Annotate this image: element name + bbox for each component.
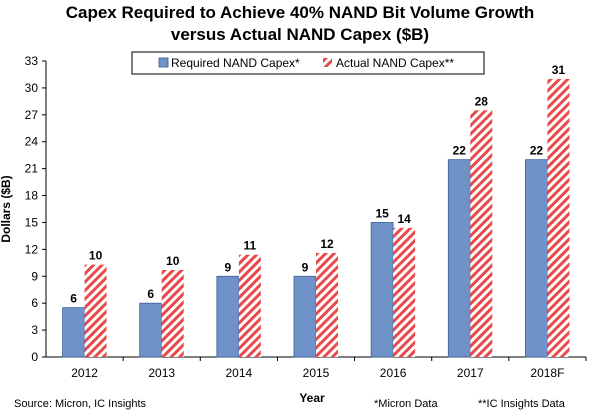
y-tick-label: 3 bbox=[31, 323, 38, 337]
micron-footnote: *Micron Data bbox=[374, 398, 438, 410]
y-tick-label: 21 bbox=[25, 162, 39, 176]
x-tick-label: 2013 bbox=[148, 366, 175, 380]
bar-required-capex bbox=[525, 159, 548, 358]
data-label-required: 9 bbox=[225, 260, 232, 274]
x-tick-label: 2012 bbox=[71, 366, 98, 380]
bar-required-capex bbox=[370, 222, 394, 358]
bar-required-capex bbox=[216, 275, 240, 358]
bar-actual-capex bbox=[238, 254, 261, 357]
data-label-actual: 28 bbox=[475, 94, 489, 108]
data-label-actual: 10 bbox=[89, 249, 103, 263]
data-label-required: 22 bbox=[530, 144, 544, 158]
legend-swatch-required bbox=[158, 57, 169, 68]
bar-actual-capex bbox=[316, 252, 338, 357]
y-tick-label: 6 bbox=[31, 296, 38, 310]
data-label-required: 22 bbox=[453, 144, 467, 158]
chart-title-line1: Capex Required to Achieve 40% NAND Bit V… bbox=[65, 3, 535, 22]
x-tick-label: 2015 bbox=[303, 366, 330, 380]
data-label-actual: 11 bbox=[244, 239, 257, 253]
data-label-actual: 12 bbox=[320, 237, 334, 251]
legend-box bbox=[131, 51, 485, 75]
legend-label-actual: Actual NAND Capex** bbox=[336, 56, 454, 70]
data-label-actual: 10 bbox=[166, 254, 180, 268]
bar-required-capex bbox=[293, 275, 317, 358]
y-tick-label: 24 bbox=[25, 135, 39, 149]
data-label-required: 9 bbox=[302, 260, 309, 274]
bar-actual-capex bbox=[470, 110, 493, 357]
source-note: Source: Micron, IC Insights bbox=[14, 398, 147, 410]
bar-actual-capex bbox=[547, 78, 570, 357]
x-tick-label: 2017 bbox=[457, 366, 484, 380]
y-tick-label: 27 bbox=[25, 108, 39, 122]
bar-required-capex bbox=[447, 159, 471, 358]
x-axis-title: Year bbox=[299, 391, 325, 405]
legend: Required NAND Capex* Actual NAND Capex** bbox=[131, 51, 485, 75]
plot-area: 0369121518212427303320126102013610201491… bbox=[0, 54, 587, 405]
x-tick-label: 2014 bbox=[226, 366, 253, 380]
ic-insights-footnote: **IC Insights Data bbox=[478, 398, 565, 410]
data-label-actual: 14 bbox=[397, 212, 411, 226]
bar-actual-capex bbox=[393, 227, 416, 357]
y-tick-label: 9 bbox=[31, 269, 38, 283]
data-label-actual: 31 bbox=[552, 63, 566, 77]
chart-title-line2: versus Actual NAND Capex ($B) bbox=[170, 25, 430, 44]
y-tick-label: 15 bbox=[25, 215, 39, 229]
x-tick-label: 2016 bbox=[380, 366, 407, 380]
y-axis-title: Dollars ($B) bbox=[0, 175, 13, 242]
data-label-required: 15 bbox=[375, 206, 389, 220]
x-tick-label: 2018F bbox=[530, 366, 564, 380]
y-tick-label: 33 bbox=[25, 54, 39, 68]
legend-label-required: Required NAND Capex* bbox=[171, 56, 300, 70]
bar-actual-capex bbox=[161, 269, 184, 357]
y-tick-label: 0 bbox=[31, 350, 38, 364]
bar-actual-capex bbox=[84, 264, 107, 357]
chart-title: Capex Required to Achieve 40% NAND Bit V… bbox=[0, 2, 600, 46]
bar-required-capex bbox=[62, 307, 85, 358]
data-label-required: 6 bbox=[70, 292, 77, 306]
legend-swatch-actual bbox=[323, 58, 332, 67]
data-label-required: 6 bbox=[147, 287, 154, 301]
y-tick-label: 12 bbox=[25, 242, 39, 256]
y-tick-label: 30 bbox=[25, 81, 39, 95]
bar-required-capex bbox=[139, 302, 163, 358]
y-tick-label: 18 bbox=[25, 189, 39, 203]
